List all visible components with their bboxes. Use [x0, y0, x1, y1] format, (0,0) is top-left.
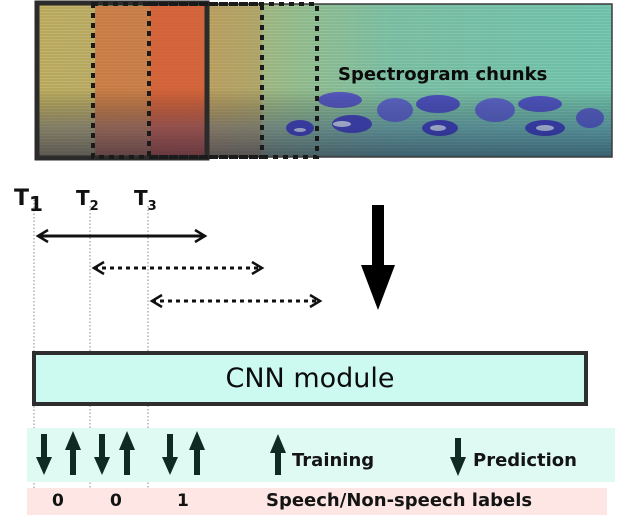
time-marker-t3-base: T: [134, 186, 148, 210]
time-marker-t1-base: T: [14, 186, 30, 211]
legend-prediction-label: Prediction: [473, 450, 577, 471]
chunk-label-3: 1: [177, 491, 189, 511]
span-arrow-3: [149, 293, 323, 309]
flow-down-arrow: [361, 205, 395, 310]
span-arrow-1: [35, 228, 208, 244]
legend-training-label: Training: [292, 450, 375, 471]
chunk-window-3: [147, 2, 319, 159]
time-marker-t3: T3: [134, 186, 157, 214]
spectrogram-image: [37, 3, 613, 158]
training-arrow-icon: [119, 431, 135, 475]
prediction-arrow-icon: [36, 434, 52, 475]
time-marker-t2-sub: 2: [89, 199, 99, 214]
chunk-label-2: 0: [110, 491, 122, 511]
chunk-window-2: [91, 2, 264, 159]
prediction-arrow-icon: [94, 434, 110, 475]
legend-prediction-arrow-icon: [450, 438, 466, 476]
time-marker-t3-sub: 3: [147, 199, 157, 214]
cnn-module-label: CNN module: [225, 363, 395, 394]
legend-training-arrow-icon: [270, 434, 286, 475]
cnn-module-box: CNN module: [32, 351, 588, 406]
span-arrow-2: [91, 260, 265, 276]
training-arrow-icon: [189, 431, 205, 475]
time-marker-t1-sub: 1: [29, 192, 43, 216]
labels-caption: Speech/Non-speech labels: [266, 490, 533, 511]
chunk-label-1: 0: [52, 491, 64, 511]
label-band: [27, 488, 607, 515]
time-marker-t2: T2: [76, 186, 99, 214]
training-arrow-icon: [65, 431, 81, 475]
time-marker-t1: T1: [14, 186, 43, 216]
prediction-arrow-icon: [162, 434, 178, 475]
time-marker-t2-base: T: [76, 186, 90, 210]
spectrogram-caption: Spectrogram chunks: [338, 64, 548, 85]
